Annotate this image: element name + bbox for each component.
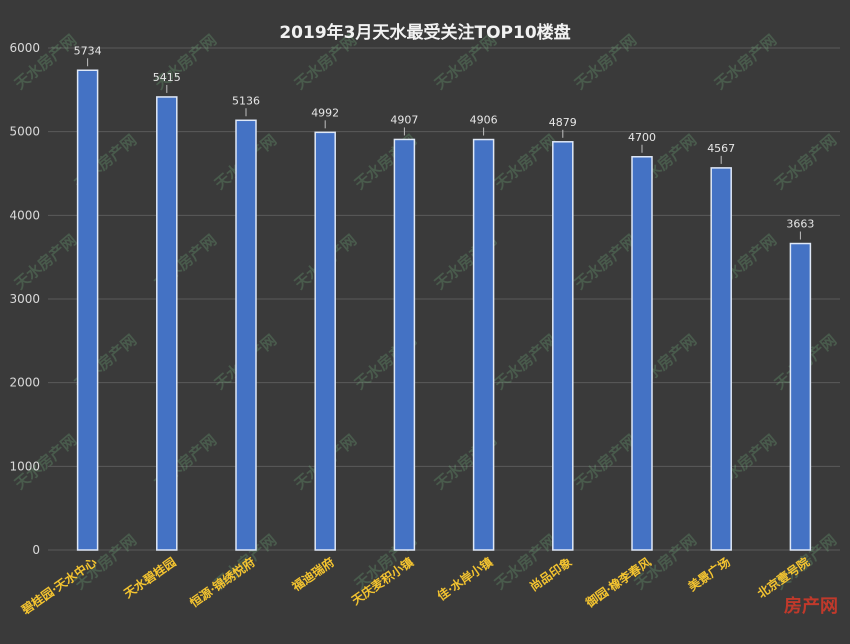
value-label: 5734 [74,44,102,57]
value-label: 4879 [549,116,577,129]
bar [235,119,257,551]
x-tick-label: 北京壹号院 [754,554,812,601]
x-tick-label: 恒源·锦绣悦府 [187,554,258,610]
x-tick-label: 美景广场 [685,554,733,594]
watermark-text: 天水房产网 [491,131,560,193]
value-label: 3663 [786,218,814,231]
value-label: 5136 [232,94,260,107]
y-tick-label: 0 [32,543,40,557]
watermark-text: 天水房产网 [771,131,840,193]
x-tick-label: 佳·水岸小镇 [434,554,495,603]
value-label: 4992 [311,106,339,119]
y-tick-label: 1000 [9,459,40,473]
bar [710,167,732,551]
watermark-text: 天水房产网 [11,231,80,293]
y-tick-label: 2000 [9,376,40,390]
bar [393,138,416,551]
value-labels: 5734 5415 5136 4992 4907 4906 4879 4700 4567 3663 [74,44,814,240]
y-tick-label: 3000 [9,292,40,306]
bar [472,138,495,551]
x-axis: 碧桂园·天水中心 天水碧桂园 恒源·锦绣悦府 福迪瑞府 天庆麦积小镇 佳·水岸小镇 尚品印象… [18,554,812,617]
watermark-text: 天水房产网 [491,331,560,393]
y-tick-label: 5000 [9,125,40,139]
bar [789,242,812,551]
corner-brand: 房产网 [784,595,838,617]
y-tick-label: 4000 [9,208,40,222]
watermark-text: 天水房产网 [711,31,780,93]
y-tick-label: 6000 [9,41,40,55]
value-label: 4567 [707,142,735,155]
bars [76,69,812,551]
watermark-text: 天水房产网 [571,431,640,493]
bar [156,96,178,551]
value-label: 4700 [628,131,656,144]
bar [631,156,653,551]
watermark-text: 天水房产网 [571,31,640,93]
corner-brand-text: 房产网 [784,595,838,617]
x-tick-label: 福迪瑞府 [288,554,337,594]
chart-title: 2019年3月天水最受关注TOP10楼盘 [279,22,570,43]
value-label: 4906 [470,114,498,127]
value-label: 4907 [390,113,418,126]
grid-layer [48,47,840,551]
x-tick-label: 天水碧桂园 [121,554,179,601]
bar [76,69,99,551]
watermark-text: 天水房产网 [571,231,640,293]
bar [552,141,574,551]
bar [314,131,336,551]
value-label: 5415 [153,71,181,84]
y-axis: 0 1000 2000 3000 4000 5000 6000 [9,41,40,557]
